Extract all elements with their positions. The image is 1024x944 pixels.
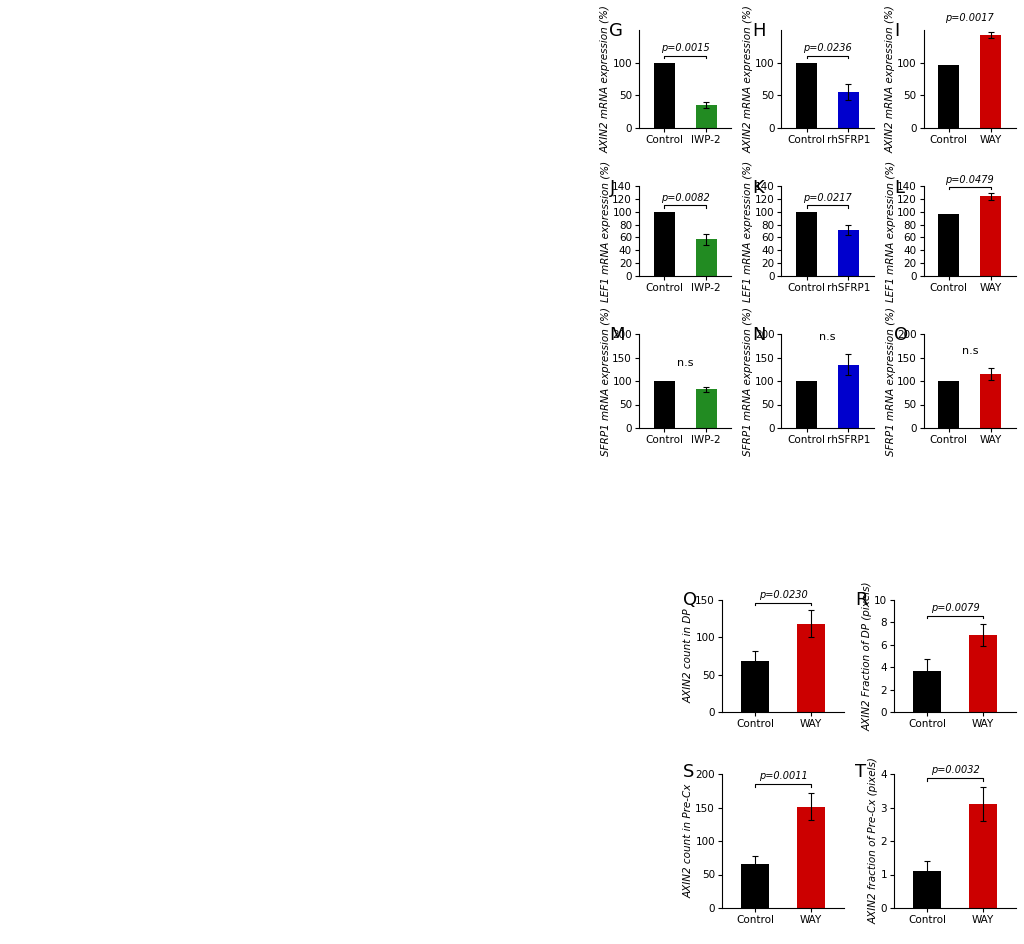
Text: J: J bbox=[609, 178, 614, 196]
Text: S: S bbox=[683, 764, 694, 782]
Text: M: M bbox=[609, 327, 625, 345]
Text: n.s: n.s bbox=[819, 331, 836, 342]
Y-axis label: AXIN2 count in DP: AXIN2 count in DP bbox=[684, 609, 694, 703]
Bar bbox=[796, 211, 817, 276]
Bar bbox=[741, 661, 769, 712]
Text: I: I bbox=[894, 22, 899, 41]
Bar bbox=[796, 62, 817, 128]
Y-axis label: AXIN2 mRNA expression (%): AXIN2 mRNA expression (%) bbox=[601, 5, 611, 153]
Y-axis label: SFRP1 mRNA expression (%): SFRP1 mRNA expression (%) bbox=[601, 307, 611, 456]
Bar bbox=[797, 624, 824, 712]
Bar bbox=[980, 374, 1001, 428]
Y-axis label: SFRP1 mRNA expression (%): SFRP1 mRNA expression (%) bbox=[743, 307, 754, 456]
Bar bbox=[938, 64, 959, 128]
Bar bbox=[797, 807, 824, 908]
Text: p=0.0017: p=0.0017 bbox=[945, 12, 994, 23]
Text: H: H bbox=[752, 22, 765, 41]
Bar bbox=[913, 871, 941, 908]
Y-axis label: LEF1 mRNA expression (%): LEF1 mRNA expression (%) bbox=[601, 160, 611, 301]
Bar bbox=[938, 381, 959, 428]
Y-axis label: AXIN2 mRNA expression (%): AXIN2 mRNA expression (%) bbox=[743, 5, 754, 153]
Text: O: O bbox=[894, 327, 908, 345]
Bar bbox=[913, 670, 941, 712]
Text: K: K bbox=[752, 178, 764, 196]
Bar bbox=[653, 62, 675, 128]
Y-axis label: AXIN2 count in Pre-Cx: AXIN2 count in Pre-Cx bbox=[684, 784, 694, 898]
Bar bbox=[969, 634, 996, 712]
Y-axis label: LEF1 mRNA expression (%): LEF1 mRNA expression (%) bbox=[743, 160, 754, 301]
Text: N: N bbox=[752, 327, 765, 345]
Text: p=0.0217: p=0.0217 bbox=[803, 194, 852, 203]
Bar bbox=[969, 804, 996, 908]
Y-axis label: AXIN2 fraction of Pre-Cx (pixels): AXIN2 fraction of Pre-Cx (pixels) bbox=[869, 758, 879, 924]
Y-axis label: AXIN2 mRNA expression (%): AXIN2 mRNA expression (%) bbox=[886, 5, 896, 153]
Text: p=0.0015: p=0.0015 bbox=[660, 43, 710, 54]
Text: p=0.0479: p=0.0479 bbox=[945, 175, 994, 184]
Text: p=0.0236: p=0.0236 bbox=[803, 43, 852, 54]
Text: Q: Q bbox=[683, 591, 697, 609]
Text: p=0.0011: p=0.0011 bbox=[759, 770, 807, 781]
Text: p=0.0032: p=0.0032 bbox=[931, 765, 979, 775]
Text: L: L bbox=[894, 178, 904, 196]
Text: T: T bbox=[855, 764, 866, 782]
Y-axis label: LEF1 mRNA expression (%): LEF1 mRNA expression (%) bbox=[886, 160, 896, 301]
Bar bbox=[980, 35, 1001, 128]
Text: R: R bbox=[855, 591, 867, 609]
Text: n.s: n.s bbox=[677, 359, 693, 368]
Y-axis label: AXIN2 Fraction of DP (pixels): AXIN2 Fraction of DP (pixels) bbox=[862, 582, 872, 731]
Y-axis label: SFRP1 mRNA expression (%): SFRP1 mRNA expression (%) bbox=[886, 307, 896, 456]
Bar bbox=[653, 211, 675, 276]
Text: n.s: n.s bbox=[962, 346, 978, 356]
Bar bbox=[838, 229, 859, 276]
Bar bbox=[695, 105, 717, 128]
Text: p=0.0079: p=0.0079 bbox=[931, 603, 979, 613]
Text: p=0.0230: p=0.0230 bbox=[759, 590, 807, 599]
Bar bbox=[938, 213, 959, 276]
Text: G: G bbox=[609, 22, 624, 41]
Bar bbox=[695, 390, 717, 428]
Bar bbox=[980, 196, 1001, 276]
Bar bbox=[653, 381, 675, 428]
Bar bbox=[741, 865, 769, 908]
Text: p=0.0082: p=0.0082 bbox=[660, 194, 710, 203]
Bar bbox=[838, 364, 859, 428]
Bar bbox=[695, 240, 717, 276]
Bar bbox=[796, 381, 817, 428]
Bar bbox=[838, 93, 859, 128]
